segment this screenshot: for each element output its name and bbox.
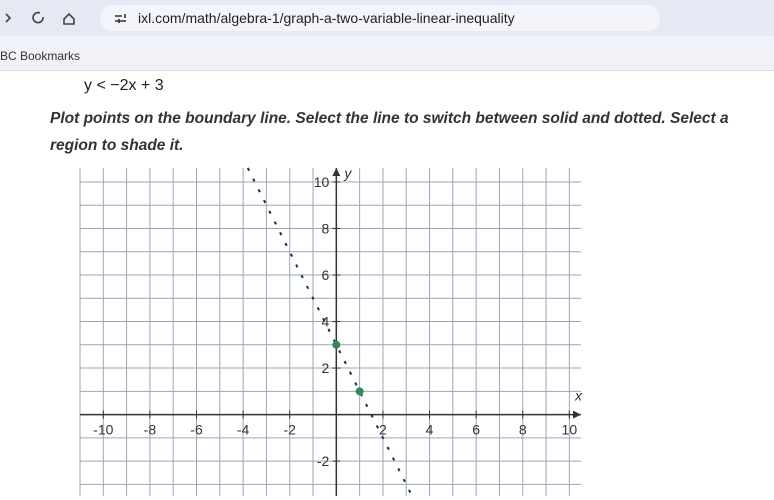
bookmarks-folder[interactable]: BC Bookmarks (0, 49, 81, 63)
y-tick-label: 8 (322, 220, 330, 236)
axis-arrow (573, 410, 581, 419)
x-tick-label: -10 (93, 422, 113, 438)
address-bar[interactable]: ixl.com/math/algebra-1/graph-a-two-varia… (100, 5, 660, 31)
site-icon (115, 14, 126, 23)
url-text: ixl.com/math/algebra-1/graph-a-two-varia… (138, 10, 515, 26)
x-tick-label: -2 (283, 422, 296, 438)
x-tick-label: 10 (562, 422, 578, 438)
y-tick-label: 2 (322, 360, 330, 376)
x-tick-label: 8 (519, 422, 527, 438)
inequality: y < −2x + 3 (84, 77, 164, 94)
x-tick-label: -6 (190, 422, 203, 438)
x-tick-label: -8 (144, 422, 157, 438)
x-tick-label: 4 (426, 422, 434, 438)
y-axis-label: y (343, 165, 352, 181)
x-axis-label: x (574, 388, 583, 404)
boundary-line[interactable] (246, 167, 413, 497)
nav-icons (5, 11, 75, 25)
y-tick-label: 10 (314, 174, 330, 190)
plotted-point[interactable] (355, 387, 364, 396)
x-tick-label: 2 (379, 422, 387, 438)
browser-toolbar: ixl.com/math/algebra-1/graph-a-two-varia… (0, 0, 774, 36)
y-tick-label: -2 (317, 453, 330, 469)
x-tick-label: -4 (237, 422, 250, 438)
y-tick-label: 4 (322, 314, 330, 330)
plotted-point[interactable] (332, 340, 341, 349)
bookmarks-bar: BC Bookmarks (0, 36, 774, 71)
instructions: Plot points on the boundary line. Select… (50, 110, 729, 127)
x-tick-label: 6 (472, 422, 480, 438)
y-tick-label: 6 (322, 267, 330, 283)
instructions: region to shade it. (50, 137, 184, 154)
axis-arrow (332, 168, 341, 176)
